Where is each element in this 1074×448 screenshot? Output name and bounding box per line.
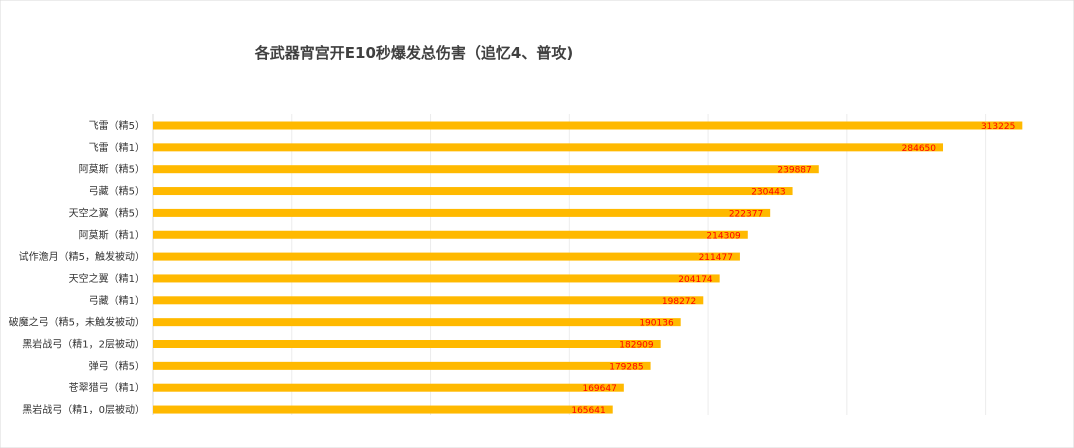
chart-title: 各武器宵宫开E10秒爆发总伤害（追忆4、普攻): [254, 44, 573, 62]
category-label: 天空之翼（精1）: [69, 272, 145, 285]
bar: [153, 361, 651, 370]
category-label: 阿莫斯（精5）: [79, 163, 145, 176]
category-label: 天空之翼（精5）: [69, 206, 145, 219]
category-label: 破魔之弓（精5，未触发被动）: [9, 316, 145, 329]
gridlines: [152, 114, 987, 415]
value-label: 198272: [662, 297, 696, 307]
bar: [153, 405, 613, 414]
value-label: 165641: [571, 406, 605, 416]
bar: [153, 340, 661, 348]
bar: [153, 252, 740, 261]
category-labels: 飞雷（精5） 飞雷（精1） 阿莫斯（精5） 弓藏（精5） 天空之翼（精5） 阿莫斯（精1）…: [9, 119, 145, 416]
category-label: 阿莫斯（精1）: [79, 228, 145, 241]
value-label: 214309: [706, 231, 741, 241]
value-label: 230443: [751, 188, 785, 198]
value-label: 211477: [699, 253, 733, 263]
value-labels: 313225 284650 239887 230443 222377 214309 2114…: [571, 122, 1015, 416]
bars: [153, 121, 1023, 414]
value-label: 182909: [619, 341, 654, 351]
bar: [153, 296, 704, 305]
category-label: 弹弓（精5）: [89, 359, 145, 372]
value-label: 222377: [729, 209, 763, 219]
category-label: 飞雷（精1）: [89, 141, 145, 154]
category-label: 飞雷（精5）: [89, 119, 145, 132]
value-label: 179285: [609, 362, 643, 372]
category-label: 弓藏（精1）: [89, 294, 145, 307]
bar: [153, 274, 720, 283]
bar: [153, 383, 624, 392]
bar: [153, 208, 771, 217]
bar: [153, 187, 793, 196]
category-label: 弓藏（精5）: [89, 185, 145, 198]
bar: [153, 230, 748, 239]
category-label: 黑岩战弓（精1，2层被动）: [22, 338, 145, 351]
category-label: 苍翠猎弓（精1）: [69, 381, 145, 394]
value-label: 239887: [777, 166, 811, 176]
value-label: 313225: [981, 122, 1015, 132]
value-label: 169647: [582, 384, 616, 394]
bar: [153, 143, 944, 152]
bar: [153, 165, 819, 174]
category-label: 黑岩战弓（精1，0层被动）: [22, 403, 145, 416]
bar: [153, 121, 1023, 130]
value-label: 190136: [639, 319, 674, 329]
value-label: 204174: [678, 275, 713, 285]
category-label: 试作澹月（精5，触发被动）: [19, 250, 145, 263]
bar: [153, 318, 681, 327]
value-label: 284650: [902, 144, 937, 154]
